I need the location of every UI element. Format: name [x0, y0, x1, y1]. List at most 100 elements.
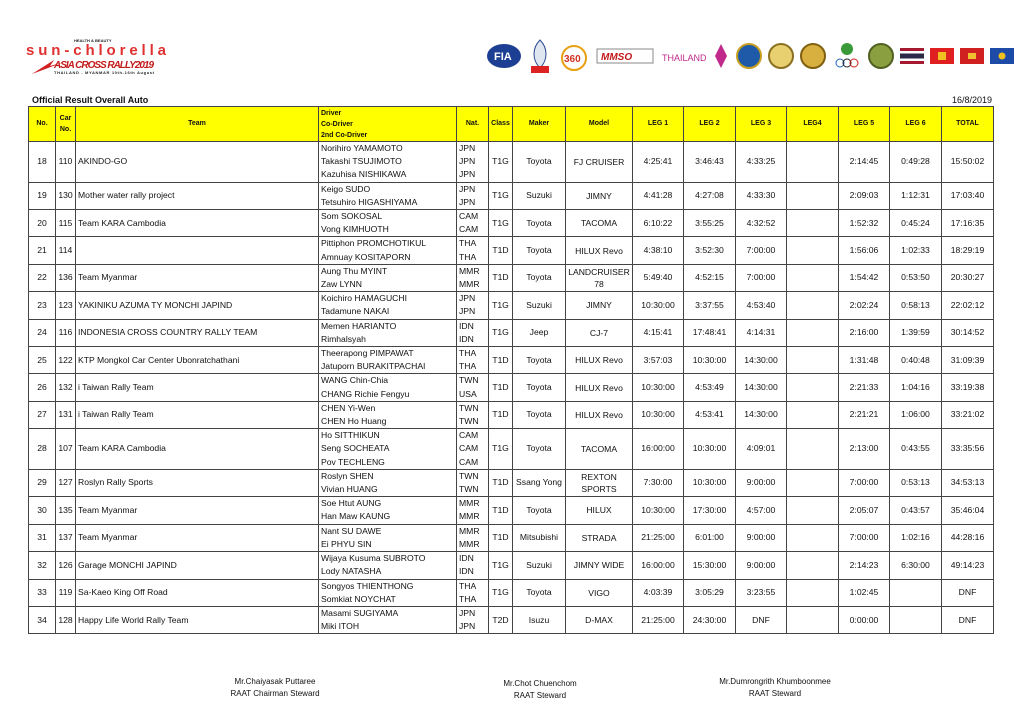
cell-total: 33:35:56 — [941, 428, 994, 470]
cell-leg5: 1:52:32 — [838, 209, 890, 238]
cell-leg6: 0:53:50 — [889, 263, 942, 293]
cell-car-no: 136 — [55, 263, 76, 293]
cell-leg6: 0:45:24 — [889, 209, 942, 238]
cell-nat: THA THA — [456, 236, 489, 265]
cell-total: 17:03:40 — [941, 181, 994, 211]
cell-team: Team Myanmar — [75, 496, 319, 525]
cell-total: 44:28:16 — [941, 523, 994, 553]
cell-class: T1G — [488, 291, 513, 320]
driver-name: CHEN Ho Huang — [321, 416, 387, 427]
model-line: HILUX Revo — [575, 410, 623, 421]
cell-car-no: 135 — [55, 496, 76, 525]
driver-name: Songyos THIENTHONG — [321, 580, 414, 591]
table-row: 19 130 Mother water rally project Keigo SUD… — [28, 181, 994, 211]
cell-leg1: 21:25:00 — [632, 605, 684, 635]
cell-car-no: 131 — [55, 400, 76, 430]
cell-maker: Suzuki — [512, 291, 566, 320]
nationality: MMR — [459, 279, 480, 290]
cell-maker: Suzuki — [512, 181, 566, 211]
cell-leg6: 1:04:16 — [889, 373, 942, 402]
tat-logo — [715, 44, 727, 68]
cell-class: T1D — [488, 373, 513, 402]
table-row: 18 110 AKINDO-GO Norihiro YAMAMOTO Takashi T… — [28, 141, 994, 183]
cell-leg1: 4:41:28 — [632, 181, 684, 211]
cell-leg3: 9:00:00 — [735, 468, 787, 498]
driver-name: Koichiro HAMAGUCHI — [321, 293, 407, 304]
cell-leg3: 14:30:00 — [735, 346, 787, 375]
cell-leg4 — [786, 346, 839, 375]
table-row: 22 136 Team Myanmar Aung Thu MYINT Zaw LYNN M… — [28, 263, 994, 293]
cell-total: 18:29:19 — [941, 236, 994, 265]
cell-leg5: 1:56:06 — [838, 236, 890, 265]
cell-nat: JPN JPN — [456, 605, 489, 635]
cell-leg4 — [786, 373, 839, 402]
cell-leg1: 21:25:00 — [632, 523, 684, 553]
nationality: THA — [459, 593, 477, 604]
cell-car-no: 130 — [55, 181, 76, 211]
cell-drivers: Koichiro HAMAGUCHI Tadamune NAKAI — [318, 291, 457, 320]
svg-text:THAILAND: THAILAND — [662, 53, 706, 63]
col-class: Class — [488, 106, 513, 142]
cell-team: Roslyn Rally Sports — [75, 468, 319, 498]
cell-leg2: 3:37:55 — [683, 291, 736, 320]
cell-leg6: 1:02:16 — [889, 523, 942, 553]
cambodia-flag — [960, 48, 984, 64]
cell-leg2: 17:30:00 — [683, 496, 736, 525]
model-line: 78 — [594, 279, 604, 290]
col-leg5: LEG 5 — [838, 106, 890, 142]
model-line: LANDCRUISER — [568, 267, 630, 278]
cell-drivers: Theerapong PIMPAWAT Jatuporn BURAKITPACHA… — [318, 346, 457, 375]
cell-leg5: 2:16:00 — [838, 318, 890, 348]
driver-name: WANG Chin-Chia — [321, 375, 389, 386]
cell-leg3: 7:00:00 — [735, 236, 787, 265]
col-leg3: LEG 3 — [735, 106, 787, 142]
cell-car-no: 107 — [55, 428, 76, 470]
cell-car-no: 116 — [55, 318, 76, 348]
cell-car-no: 115 — [55, 209, 76, 238]
nationality: JPN — [459, 169, 476, 180]
col-team: Team — [75, 106, 319, 142]
cell-no: 23 — [28, 291, 56, 320]
cell-class: T1D — [488, 346, 513, 375]
driver-name: Norihiro YAMAMOTO — [321, 143, 403, 153]
table-row: 24 116 INDONESIA CROSS COUNTRY RALLY TEAM M… — [28, 318, 994, 348]
driver-name: Vong KIMHUOTH — [321, 224, 389, 235]
sponsor-logos: FIA 360 MMSO THAILAND — [486, 38, 1014, 74]
cell-model: HILUX Revo — [565, 346, 633, 375]
cell-no: 24 — [28, 318, 56, 348]
cell-leg2: 4:53:41 — [683, 400, 736, 430]
table-row: 23 123 YAKINIKU AZUMA TY MONCHI JAPIND Koic… — [28, 291, 994, 320]
nationality: THA — [459, 348, 477, 359]
cell-model: TACOMA — [565, 209, 633, 238]
olympic-logo — [835, 43, 859, 68]
table-row: 34 128 Happy Life World Rally Team Masami S… — [28, 605, 994, 635]
seal-logo-1 — [736, 43, 762, 69]
cell-model: JIMNY — [565, 291, 633, 320]
cell-maker: Ssang Yong — [512, 468, 566, 498]
col-total: TOTAL — [941, 106, 994, 142]
nationality: IDN — [459, 320, 474, 331]
nationality: CAM — [459, 224, 479, 235]
cell-leg6: 1:12:31 — [889, 181, 942, 211]
col-leg2: LEG 2 — [683, 106, 736, 142]
cell-leg2: 3:05:29 — [683, 578, 736, 607]
driver-name: Seng SOCHEATA — [321, 443, 390, 454]
cell-total: 30:14:52 — [941, 318, 994, 348]
cell-leg3: 7:00:00 — [735, 263, 787, 293]
cell-nat: MMR MMR — [456, 523, 489, 553]
amazing-thailand-logo: THAILAND — [662, 53, 706, 63]
driver-name: Pittiphon PROMCHOTIKUL — [321, 238, 427, 249]
nationality: USA — [459, 388, 477, 399]
cell-class: T1G — [488, 551, 513, 580]
cell-maker: Suzuki — [512, 551, 566, 580]
cell-drivers: Roslyn SHEN Vivian HUANG — [318, 468, 457, 498]
cell-team: Mother water rally project — [75, 181, 319, 211]
model-line: VIGO — [588, 587, 610, 598]
cell-leg2: 6:01:00 — [683, 523, 736, 553]
nationality: JPN — [459, 196, 476, 207]
cell-nat: THA THA — [456, 578, 489, 607]
cell-leg1: 10:30:00 — [632, 373, 684, 402]
cell-no: 30 — [28, 496, 56, 525]
cell-no: 21 — [28, 236, 56, 265]
nationality: THA — [459, 251, 477, 262]
